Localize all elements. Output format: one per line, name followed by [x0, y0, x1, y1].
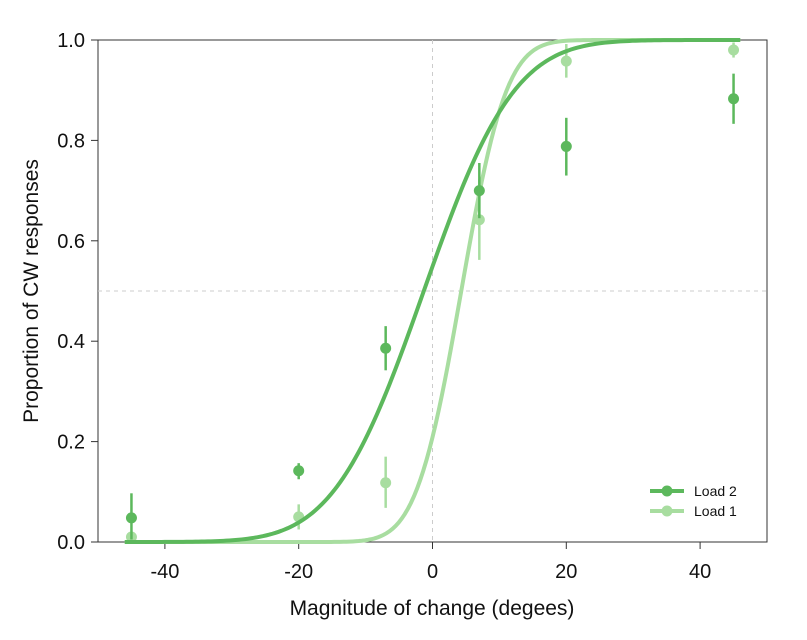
y-tick-label: 0.6 — [57, 231, 85, 253]
y-tick-label: 0.8 — [57, 130, 85, 152]
y-axis-title: Proportion of CW responses — [20, 159, 43, 423]
x-tick-label: 20 — [555, 561, 577, 583]
y-tick-label: 1.0 — [57, 30, 85, 52]
data-point-load-2 — [380, 342, 392, 354]
legend: Load 2 Load 1 — [650, 483, 737, 519]
data-point-load-2 — [560, 140, 572, 152]
x-tick-label: -40 — [150, 561, 179, 583]
data-point-load-1 — [560, 55, 572, 67]
x-tick-label: 40 — [689, 561, 711, 583]
y-tick-label: 0.0 — [57, 532, 85, 554]
series-layer — [124, 38, 741, 544]
data-point-load-1 — [728, 44, 740, 56]
data-point-load-2 — [473, 185, 485, 197]
data-point-load-1 — [380, 477, 392, 489]
x-tick-label: 0 — [427, 561, 438, 583]
y-tick-label: 0.4 — [57, 331, 85, 353]
legend-marker-load-2 — [661, 485, 673, 497]
x-axis-ticks: -40 -20 0 20 40 — [150, 542, 711, 583]
legend-label-load-2: Load 2 — [694, 483, 737, 499]
reference-lines — [98, 40, 767, 542]
y-axis-ticks: 0.0 0.2 0.4 0.6 0.8 1.0 — [57, 30, 98, 554]
series-load-2 — [124, 38, 741, 544]
data-point-load-2 — [728, 93, 740, 105]
fit-curve-load-2 — [124, 38, 741, 544]
legend-marker-load-1 — [661, 505, 673, 517]
x-tick-label: -20 — [284, 561, 313, 583]
x-axis-title: Magnitude of change (degees) — [290, 597, 575, 620]
data-point-load-2 — [125, 512, 137, 524]
data-point-load-2 — [293, 465, 305, 477]
data-point-load-1 — [473, 214, 485, 226]
y-tick-label: 0.2 — [57, 432, 85, 454]
legend-label-load-1: Load 1 — [694, 503, 737, 519]
